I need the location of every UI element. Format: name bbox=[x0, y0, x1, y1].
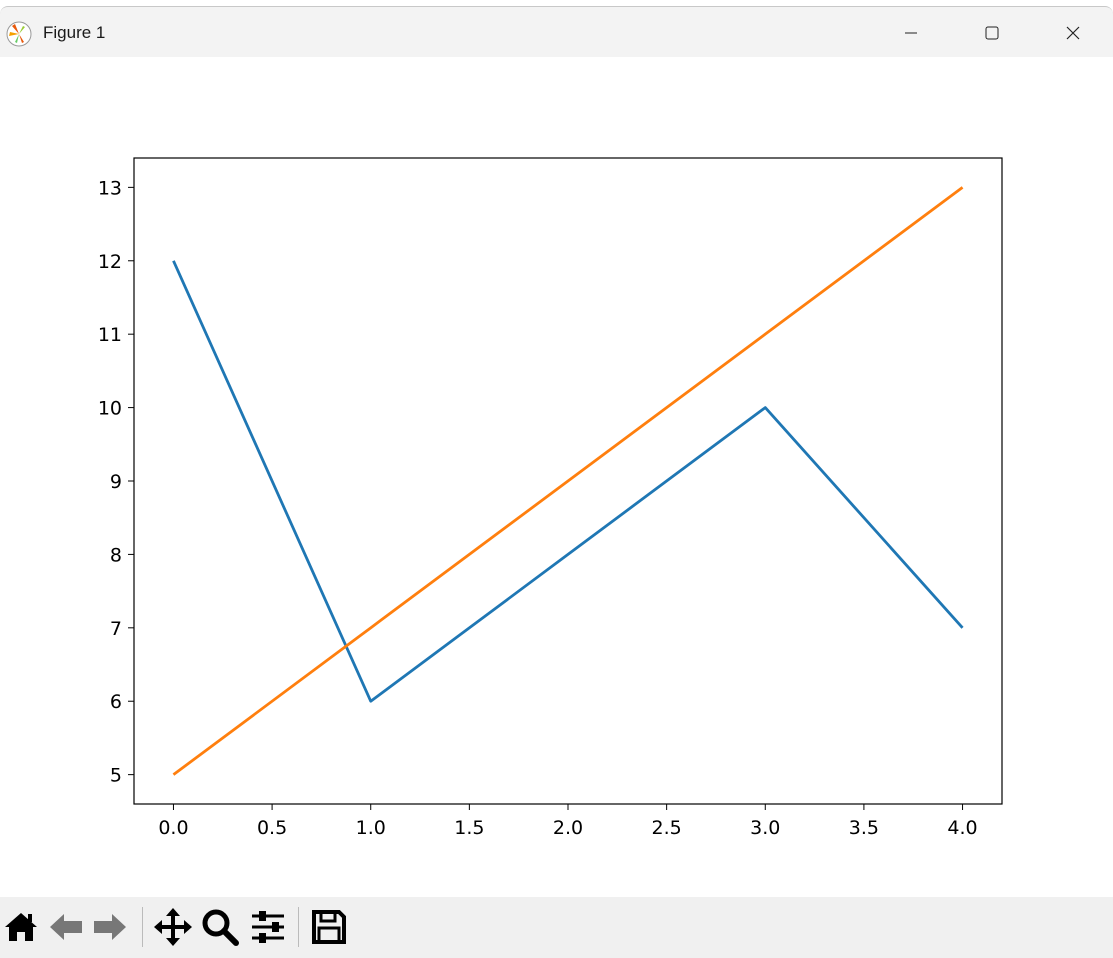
y-tick-label: 12 bbox=[98, 251, 122, 273]
navigation-toolbar bbox=[0, 897, 1113, 958]
title-bar: Figure 1 bbox=[0, 6, 1113, 58]
sliders-icon bbox=[252, 911, 284, 943]
y-tick-label: 8 bbox=[110, 544, 122, 566]
close-button[interactable] bbox=[1050, 15, 1096, 51]
maximize-button[interactable] bbox=[969, 15, 1015, 51]
x-tick-label: 3.5 bbox=[849, 817, 879, 839]
magnifier-icon bbox=[202, 909, 239, 946]
move-arrows-icon bbox=[154, 908, 192, 946]
x-tick-label: 0.5 bbox=[257, 817, 287, 839]
x-tick-label: 2.5 bbox=[652, 817, 682, 839]
x-tick-label: 0.0 bbox=[158, 817, 188, 839]
x-tick-label: 3.0 bbox=[750, 817, 780, 839]
zoom-button[interactable] bbox=[200, 907, 240, 947]
forward-arrow-icon bbox=[94, 914, 126, 940]
back-button[interactable] bbox=[46, 907, 86, 947]
y-tick-label: 13 bbox=[98, 177, 122, 199]
toolbar-separator bbox=[142, 907, 143, 947]
maximize-icon bbox=[985, 26, 999, 40]
window-title: Figure 1 bbox=[43, 23, 106, 42]
configure-subplots-button[interactable] bbox=[248, 907, 288, 947]
y-tick-label: 10 bbox=[98, 398, 122, 420]
minimize-icon bbox=[905, 32, 917, 34]
toolbar-separator bbox=[298, 907, 299, 947]
matplotlib-logo-icon bbox=[6, 21, 32, 47]
y-tick-label: 5 bbox=[110, 765, 122, 787]
home-button[interactable] bbox=[1, 907, 41, 947]
minimize-button[interactable] bbox=[888, 15, 934, 51]
line-chart: 0.0 0.5 1.0 1.5 2.0 2.5 3.0 3.5 4.0 5 6 7 8 9 10 11 12 13 bbox=[98, 157, 1003, 839]
figure-canvas[interactable]: 0.0 0.5 1.0 1.5 2.0 2.5 3.0 3.5 4.0 5 6 7 8 9 10 11 12 13 bbox=[0, 57, 1113, 897]
y-tick-label: 7 bbox=[110, 618, 122, 640]
x-tick-label: 4.0 bbox=[947, 817, 977, 839]
forward-button[interactable] bbox=[90, 907, 130, 947]
x-tick-label: 1.5 bbox=[454, 817, 484, 839]
back-arrow-icon bbox=[50, 914, 82, 940]
pan-button[interactable] bbox=[153, 907, 193, 947]
home-icon bbox=[5, 913, 37, 941]
save-button[interactable] bbox=[309, 907, 349, 947]
y-tick-label: 6 bbox=[110, 691, 122, 713]
floppy-disk-icon bbox=[312, 910, 346, 944]
x-tick-label: 1.0 bbox=[356, 817, 386, 839]
x-tick-label: 2.0 bbox=[553, 817, 583, 839]
y-tick-label: 9 bbox=[110, 471, 122, 493]
series-line-0 bbox=[172, 260, 964, 703]
series-line-1 bbox=[172, 186, 964, 776]
y-tick-label: 11 bbox=[98, 324, 122, 346]
close-icon bbox=[1066, 26, 1080, 40]
